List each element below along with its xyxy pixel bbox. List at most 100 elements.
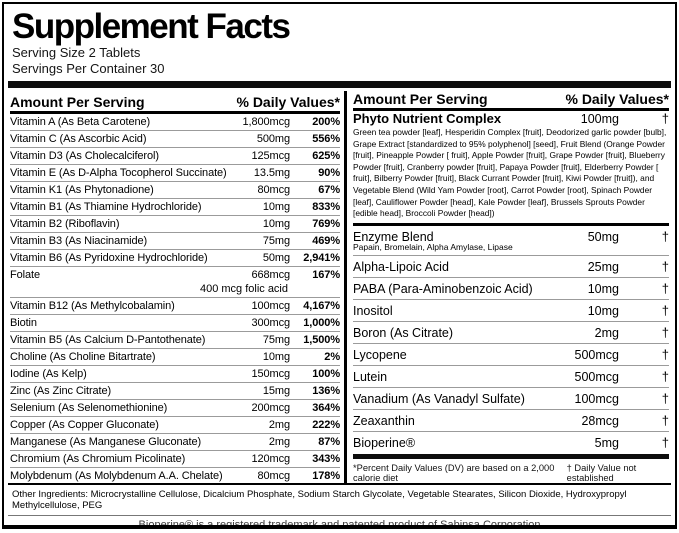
nutrient-name: Vitamin E (As D-Alpha Tocopherol Succina…	[10, 167, 226, 179]
nutrient-amount: 668mcg	[251, 269, 290, 281]
nutrient-row: Selenium (As Selenomethionine) 200mcg 364%	[10, 400, 340, 417]
nutrient-daily-value: 167%	[312, 269, 340, 281]
nutrient-daily-value: 200%	[312, 116, 340, 128]
page-title: Supplement Facts	[12, 7, 291, 46]
nutrient-daily-value: 625%	[312, 150, 340, 162]
other-ingredients-text: Other Ingredients: Microcrystalline Cell…	[8, 483, 671, 516]
nutrient-amount: 15mg	[262, 385, 290, 397]
nutrient-amount: 2mg	[594, 325, 619, 340]
left-column-header: Amount Per Serving % Daily Values*	[10, 91, 340, 114]
nutrient-name: Manganese (As Manganese Gluconate)	[10, 436, 202, 448]
nutrient-amount: 150mcg	[251, 368, 290, 380]
nutrient-name: Phyto Nutrient Complex	[353, 111, 502, 126]
nutrient-name: Boron (As Citrate)	[353, 325, 454, 340]
nutrient-row: Vitamin C (As Ascorbic Acid) 500mg 556%	[10, 131, 340, 148]
nutrient-daily-value: †	[661, 111, 669, 126]
nutrient-daily-value: †	[661, 347, 669, 363]
nutrient-daily-value: 2,941%	[303, 252, 340, 264]
nutrient-name: Vitamin A (As Beta Carotene)	[10, 116, 151, 128]
nutrient-daily-value: †	[661, 435, 669, 451]
nutrient-daily-value: †	[661, 391, 669, 407]
nutrient-name: Vitamin B2 (Riboflavin)	[10, 218, 120, 230]
nutrient-amount: 28mcg	[581, 413, 619, 428]
nutrient-row: Manganese (As Manganese Gluconate) 2mg 87%	[10, 434, 340, 451]
nutrient-daily-value: 87%	[318, 436, 340, 448]
nutrient-amount: 80mcg	[257, 470, 290, 482]
nutrient-row: Biotin 300mcg 1,000%	[10, 315, 340, 332]
nutrient-name: Molybdenum (As Molybdenum A.A. Chelate)	[10, 470, 223, 482]
nutrient-row: Vitamin B2 (Riboflavin) 10mg 769%	[10, 216, 340, 233]
nutrient-name: Inositol	[353, 303, 393, 318]
nutrient-amount: 5mg	[594, 435, 619, 450]
nutrient-daily-value: 90%	[318, 167, 340, 179]
nutrient-name: Vitamin B12 (As Methylcobalamin)	[10, 300, 175, 312]
daily-values-heading: % Daily Values*	[236, 94, 340, 110]
left-facts-panel: Amount Per Serving % Daily Values* Vitam…	[8, 91, 344, 483]
thick-divider-bar	[8, 81, 671, 88]
nutrient-row: Chromium (As Chromium Picolinate) 120mcg 3…	[10, 451, 340, 468]
nutrient-daily-value: 1,500%	[303, 334, 340, 346]
nutrient-name: Biotin	[10, 317, 37, 329]
nutrient-amount: 500mcg	[574, 369, 619, 384]
serving-size-text: Serving Size 2 Tablets	[12, 45, 141, 60]
footnote-divider-bar	[353, 454, 669, 459]
nutrient-daily-value: 67%	[318, 184, 340, 196]
nutrient-amount: 120mcg	[251, 453, 290, 465]
nutrient-name: Vitamin B5 (As Calcium D-Pantothenate)	[10, 334, 206, 346]
nutrient-row: Vitamin E (As D-Alpha Tocopherol Succina…	[10, 165, 340, 182]
nutrient-name: Chromium (As Chromium Picolinate)	[10, 453, 186, 465]
left-nutrient-rows: Vitamin A (As Beta Carotene) 1,800mcg 200%…	[10, 114, 340, 484]
nutrient-amount: 13.5mg	[253, 167, 290, 179]
nutrient-name: Vanadium (As Vanadyl Sulfate)	[353, 391, 525, 406]
nutrient-row: Folate 668mcg 167% 400 mcg folic acid	[10, 267, 340, 298]
nutrient-amount: 75mg	[262, 334, 290, 346]
nutrient-name: Zeaxanthin	[353, 413, 415, 428]
nutrient-name: Vitamin B6 (As Pyridoxine Hydrochloride)	[10, 252, 208, 264]
nutrient-name: Bioperine®	[353, 435, 416, 450]
nutrient-daily-value: 343%	[312, 453, 340, 465]
right-column-header: Amount Per Serving % Daily Values*	[353, 91, 669, 111]
nutrient-daily-value: †	[661, 325, 669, 341]
nutrient-daily-value: 178%	[312, 470, 340, 482]
amount-per-serving-heading: Amount Per Serving	[10, 94, 145, 110]
section-divider-bar	[353, 222, 669, 227]
nutrient-name: Alpha-Lipoic Acid	[353, 259, 449, 274]
facts-columns: Amount Per Serving % Daily Values* Vitam…	[8, 91, 671, 483]
nutrient-amount: 2mg	[268, 419, 290, 431]
nutrient-row: Lycopene 500mcg †	[353, 344, 669, 367]
nutrient-row: Vitamin B12 (As Methylcobalamin) 100mcg 4,…	[10, 298, 340, 315]
nutrient-amount: 50mg	[262, 252, 290, 264]
nutrient-daily-value: 136%	[312, 385, 340, 397]
nutrient-name: Vitamin B3 (As Niacinamide)	[10, 235, 148, 247]
nutrient-amount: 2mg	[268, 436, 290, 448]
nutrient-daily-value: 1,000%	[303, 317, 340, 329]
nutrient-row: Alpha-Lipoic Acid 25mg †	[353, 256, 669, 279]
nutrient-daily-value: †	[661, 369, 669, 385]
nutrient-row: Boron (As Citrate) 2mg †	[353, 322, 669, 345]
daily-values-heading: % Daily Values*	[565, 91, 669, 107]
nutrient-daily-value: 769%	[312, 218, 340, 230]
nutrient-row: Inositol 10mg †	[353, 300, 669, 323]
nutrient-row: Bioperine® 5mg †	[353, 432, 669, 453]
nutrient-row: Zinc (As Zinc Citrate) 15mg 136%	[10, 383, 340, 400]
nutrient-amount: 1,800mcg	[242, 116, 290, 128]
percent-dv-footnote: *Percent Daily Values (DV) are based on …	[353, 463, 555, 483]
nutrient-amount: 25mg	[587, 259, 619, 274]
nutrient-name: Folate	[10, 269, 40, 281]
nutrient-name: Copper (As Copper Gluconate)	[10, 419, 159, 431]
dagger-footnote: † Daily Value not established	[566, 463, 637, 483]
nutrient-daily-value: 364%	[312, 402, 340, 414]
footnotes: *Percent Daily Values (DV) are based on …	[353, 459, 669, 483]
nutrient-amount: 100mcg	[574, 391, 619, 406]
nutrient-daily-value: 556%	[312, 133, 340, 145]
nutrient-amount: 10mg	[262, 201, 290, 213]
nutrient-amount: 200mcg	[251, 402, 290, 414]
nutrient-daily-value: 833%	[312, 201, 340, 213]
nutrient-subtext: 400 mcg folic acid	[199, 283, 288, 295]
nutrient-daily-value: 222%	[312, 419, 340, 431]
nutrient-amount: 10mg	[587, 303, 619, 318]
nutrient-name: Vitamin B1 (As Thiamine Hydrochloride)	[10, 201, 202, 213]
nutrient-row: Copper (As Copper Gluconate) 2mg 222%	[10, 417, 340, 434]
nutrient-amount: 10mg	[262, 351, 290, 363]
nutrient-amount: 125mcg	[251, 150, 290, 162]
